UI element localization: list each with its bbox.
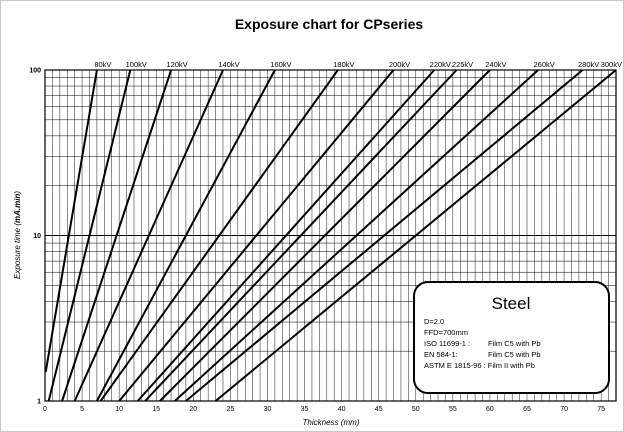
x-tick-label: 60 bbox=[486, 406, 494, 413]
y-tick-label: 1 bbox=[37, 399, 41, 406]
series-line-280kV bbox=[185, 69, 584, 402]
series-line-140kV bbox=[73, 69, 224, 402]
info-box: Steel D=2.0 FFD=700mm ISO 11699-1 : Film… bbox=[413, 281, 610, 394]
series-line-100kV bbox=[47, 69, 132, 402]
series-label-260kV: 260kV bbox=[533, 60, 554, 69]
series-line-120kV bbox=[61, 69, 173, 402]
info-value-en: Film C5 with Pb bbox=[488, 350, 541, 359]
y-axis-label-suffix: ) bbox=[13, 191, 22, 195]
chart-axes bbox=[44, 69, 617, 402]
series-label-140kV: 140kV bbox=[218, 60, 239, 69]
series-label-80kV: 80kV bbox=[94, 60, 111, 69]
x-tick-label: 20 bbox=[189, 406, 197, 413]
series-line-300kV bbox=[214, 69, 617, 402]
chart-grid bbox=[44, 69, 617, 402]
x-tick-label: 65 bbox=[523, 406, 531, 413]
x-tick-label: 35 bbox=[301, 406, 309, 413]
x-tick-label: 40 bbox=[338, 406, 346, 413]
x-tick-label: 10 bbox=[115, 406, 123, 413]
series-label-300kV: 300kV bbox=[601, 60, 622, 69]
series-lines bbox=[44, 69, 617, 402]
x-tick-label: 45 bbox=[375, 406, 383, 413]
info-box-frame bbox=[413, 281, 610, 394]
x-tick-label: 5 bbox=[80, 406, 84, 413]
info-line-astm: ASTM E 1815-96 : Film II with Pb bbox=[424, 361, 535, 370]
info-value-iso: Film C5 with Pb bbox=[488, 339, 541, 348]
series-line-220kV bbox=[136, 69, 436, 402]
plot-frame bbox=[44, 69, 617, 402]
x-tick-label: 30 bbox=[264, 406, 272, 413]
info-line-en: EN 584-1: bbox=[424, 350, 458, 359]
x-tick-label: 15 bbox=[152, 406, 160, 413]
x-axis-label: Thickness (mm) bbox=[303, 418, 360, 427]
info-box-title: Steel bbox=[492, 294, 531, 313]
series-line-200kV bbox=[118, 69, 395, 402]
info-line-iso: ISO 11699-1 : bbox=[424, 339, 470, 348]
series-line-180kV bbox=[99, 69, 339, 402]
x-tick-label: 25 bbox=[226, 406, 234, 413]
y-axis-label-prefix: Exposure time ( bbox=[13, 222, 22, 279]
y-tick-label: 100 bbox=[29, 68, 41, 75]
x-tick-label: 75 bbox=[597, 406, 605, 413]
x-tick-label: 50 bbox=[412, 406, 420, 413]
series-label-160kV: 160kV bbox=[270, 60, 291, 69]
info-line-density: D=2.0 bbox=[424, 317, 444, 326]
info-line-ffd: FFD=700mm bbox=[424, 328, 468, 337]
series-label-220kV: 220kV bbox=[430, 60, 451, 69]
series-line-225kV bbox=[144, 69, 458, 402]
x-tick-label: 70 bbox=[560, 406, 568, 413]
series-labels: 80kV 100kV 120kV 140kV 160kV 180kV 200kV 220kV 2… bbox=[94, 60, 622, 69]
series-label-100kV: 100kV bbox=[126, 60, 147, 69]
y-tick-labels: 1 10 100 bbox=[29, 68, 41, 406]
series-line-160kV bbox=[96, 69, 276, 402]
series-line-80kV bbox=[44, 69, 98, 373]
chart-title: Exposure chart for CPseries bbox=[235, 16, 424, 32]
series-label-180kV: 180kV bbox=[333, 60, 354, 69]
series-line-260kV bbox=[174, 69, 539, 402]
y-axis-label-unit: mA.min bbox=[13, 194, 22, 223]
series-label-200kV: 200kV bbox=[389, 60, 410, 69]
x-tick-label: 0 bbox=[43, 406, 47, 413]
y-axis-label: Exposure time (mA.min) bbox=[13, 191, 22, 279]
series-label-225kV: 225kV bbox=[452, 60, 473, 69]
y-tick-label: 10 bbox=[33, 233, 41, 240]
series-label-240kV: 240kV bbox=[485, 60, 506, 69]
x-tick-label: 55 bbox=[449, 406, 457, 413]
series-label-120kV: 120kV bbox=[166, 60, 187, 69]
series-line-240kV bbox=[159, 69, 491, 402]
series-label-280kV: 280kV bbox=[578, 60, 599, 69]
x-tick-labels: 0 5 10 15 20 25 30 35 40 45 50 55 60 65 70 75 bbox=[43, 406, 605, 413]
